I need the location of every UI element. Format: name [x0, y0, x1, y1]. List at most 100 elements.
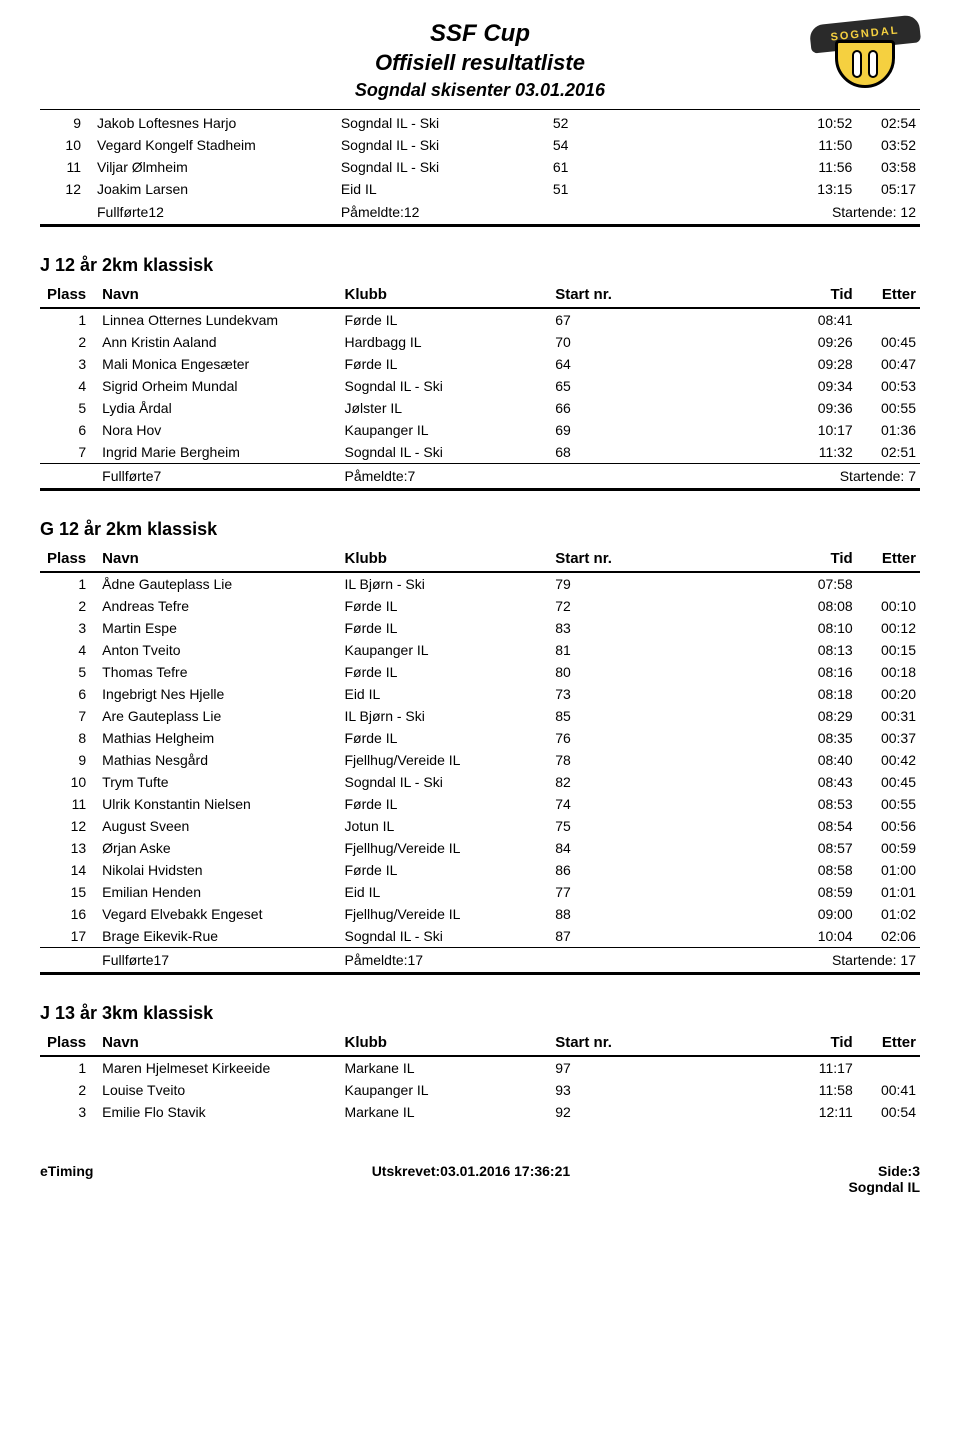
cell-etter: 01:36	[857, 419, 920, 441]
cell-navn: Sigrid Orheim Mundal	[98, 375, 340, 397]
cell-tid: 10:04	[794, 925, 857, 948]
cell-navn: Lydia Årdal	[98, 397, 340, 419]
cell-etter: 00:59	[857, 837, 920, 859]
cell-klubb: Eid IL	[337, 178, 549, 200]
cell-navn: Ørjan Aske	[98, 837, 340, 859]
results-table: PlassNavnKlubbStart nr.TidEtter1Maren Hj…	[40, 1030, 920, 1123]
col-tid: Tid	[794, 1030, 857, 1056]
col-etter: Etter	[857, 546, 920, 572]
cell-etter: 01:01	[857, 881, 920, 903]
cell-tid: 12:11	[794, 1101, 857, 1123]
cell-start: 73	[551, 683, 793, 705]
summary-startende: Startende: 17	[794, 948, 920, 973]
cell-navn: Maren Hjelmeset Kirkeeide	[98, 1056, 340, 1079]
table-row: 5Lydia ÅrdalJølster IL6609:3600:55	[40, 397, 920, 419]
footer-left: eTiming	[40, 1163, 93, 1195]
col-startnr: Start nr.	[551, 282, 793, 308]
cell-navn: Ann Kristin Aaland	[98, 331, 340, 353]
summary-pameldte: Påmeldte:17	[340, 948, 793, 973]
table-row: 4Sigrid Orheim MundalSogndal IL - Ski650…	[40, 375, 920, 397]
cell-etter: 00:45	[857, 331, 920, 353]
cell-plass: 5	[40, 661, 98, 683]
cell-navn: Viljar Ølmheim	[93, 156, 337, 178]
cell-klubb: Hardbagg IL	[340, 331, 551, 353]
summary-row: Fullførte7Påmeldte:7Startende: 7	[40, 464, 920, 489]
table-row: 2Louise TveitoKaupanger IL9311:5800:41	[40, 1079, 920, 1101]
page-header: SSF Cup Offisiell resultatliste Sogndal …	[40, 20, 920, 101]
cell-etter	[857, 572, 920, 595]
cell-start: 87	[551, 925, 793, 948]
cell-plass: 10	[40, 134, 93, 156]
cell-start: 97	[551, 1056, 793, 1079]
cell-etter: 00:37	[857, 727, 920, 749]
cell-tid: 09:26	[794, 331, 857, 353]
footer-club: Sogndal IL	[848, 1179, 920, 1195]
cell-start: 86	[551, 859, 793, 881]
cell-plass: 6	[40, 419, 98, 441]
cell-tid: 10:52	[793, 112, 857, 134]
cell-etter: 00:55	[857, 397, 920, 419]
cell-tid: 08:18	[794, 683, 857, 705]
cell-start: 92	[551, 1101, 793, 1123]
table-row: 5Thomas TefreFørde IL8008:1600:18	[40, 661, 920, 683]
divider	[40, 109, 920, 110]
cell-klubb: Sogndal IL - Ski	[337, 112, 549, 134]
table-row: 14Nikolai HvidstenFørde IL8608:5801:00	[40, 859, 920, 881]
cell-tid: 08:41	[794, 308, 857, 331]
col-navn: Navn	[98, 282, 340, 308]
cell-klubb: Eid IL	[340, 881, 551, 903]
table-row: 12Joakim LarsenEid IL5113:1505:17	[40, 178, 920, 200]
cell-etter: 00:20	[857, 683, 920, 705]
cell-tid: 11:32	[794, 441, 857, 464]
table-row: 9Jakob Loftesnes HarjoSogndal IL - Ski52…	[40, 112, 920, 134]
cell-navn: Andreas Tefre	[98, 595, 340, 617]
table-row: 6Nora HovKaupanger IL6910:1701:36	[40, 419, 920, 441]
cell-navn: Ulrik Konstantin Nielsen	[98, 793, 340, 815]
col-etter: Etter	[857, 1030, 920, 1056]
cell-start: 72	[551, 595, 793, 617]
col-plass: Plass	[40, 1030, 98, 1056]
cell-etter: 00:41	[857, 1079, 920, 1101]
cell-start: 76	[551, 727, 793, 749]
cell-plass: 12	[40, 815, 98, 837]
cell-plass: 4	[40, 639, 98, 661]
table-row: 16Vegard Elvebakk EngesetFjellhug/Vereid…	[40, 903, 920, 925]
cell-plass: 6	[40, 683, 98, 705]
footer-page: Side:3	[848, 1163, 920, 1179]
cell-plass: 9	[40, 749, 98, 771]
cell-navn: Martin Espe	[98, 617, 340, 639]
cell-start: 64	[551, 353, 793, 375]
cell-plass: 3	[40, 1101, 98, 1123]
results-section: J 13 år 3km klassiskPlassNavnKlubbStart …	[40, 1003, 920, 1123]
cell-start: 83	[551, 617, 793, 639]
cell-plass: 2	[40, 595, 98, 617]
cell-plass: 4	[40, 375, 98, 397]
cell-etter: 00:31	[857, 705, 920, 727]
summary-row: Fullførte12Påmeldte:12Startende: 12	[40, 200, 920, 225]
cell-start: 51	[549, 178, 793, 200]
cell-start: 66	[551, 397, 793, 419]
footer-center: Utskrevet:03.01.2016 17:36:21	[372, 1163, 570, 1195]
col-klubb: Klubb	[340, 546, 551, 572]
cell-plass: 9	[40, 112, 93, 134]
col-tid: Tid	[794, 282, 857, 308]
cell-klubb: Markane IL	[340, 1101, 551, 1123]
cell-start: 77	[551, 881, 793, 903]
cell-tid: 08:43	[794, 771, 857, 793]
cell-klubb: Førde IL	[340, 353, 551, 375]
cell-etter: 00:53	[857, 375, 920, 397]
page-footer: eTiming Utskrevet:03.01.2016 17:36:21 Si…	[40, 1163, 920, 1195]
cell-tid: 11:17	[794, 1056, 857, 1079]
cell-tid: 08:16	[794, 661, 857, 683]
cell-tid: 08:35	[794, 727, 857, 749]
cell-etter: 01:02	[857, 903, 920, 925]
cell-tid: 08:59	[794, 881, 857, 903]
cell-etter: 02:51	[857, 441, 920, 464]
cell-etter: 00:15	[857, 639, 920, 661]
cell-tid: 07:58	[794, 572, 857, 595]
cell-start: 65	[551, 375, 793, 397]
table-row: 8Mathias HelgheimFørde IL7608:3500:37	[40, 727, 920, 749]
ski-icon	[852, 50, 862, 78]
table-row: 17Brage Eikevik-RueSogndal IL - Ski8710:…	[40, 925, 920, 948]
col-klubb: Klubb	[340, 282, 551, 308]
